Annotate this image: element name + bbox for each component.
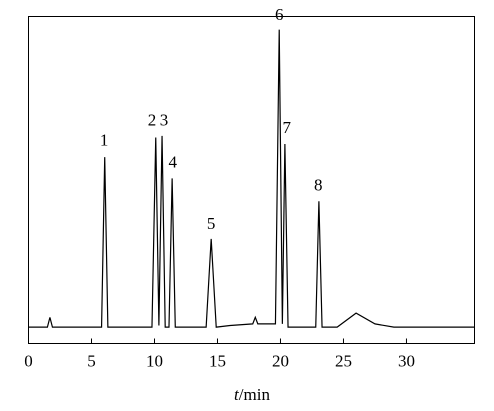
x-tick-label: 30 <box>398 352 415 371</box>
peak-label: 2 <box>148 111 157 130</box>
peak-label: 6 <box>275 5 284 24</box>
x-label-var: t <box>234 385 240 404</box>
peak-label: 4 <box>169 153 178 172</box>
x-axis-label: t/min <box>234 385 270 404</box>
x-tick-label: 5 <box>87 352 96 371</box>
chromatogram-trace <box>28 29 475 328</box>
x-tick-label: 0 <box>24 352 33 371</box>
peak-label: 3 <box>160 111 169 130</box>
peak-label: 8 <box>314 175 323 194</box>
x-label-unit: /min <box>239 385 271 404</box>
x-tick-label: 25 <box>335 352 352 371</box>
peak-label: 7 <box>283 118 292 137</box>
peak-label: 5 <box>207 214 216 233</box>
x-tick-label: 15 <box>209 352 226 371</box>
peak-label: 1 <box>100 131 109 150</box>
x-tick-label: 10 <box>146 352 163 371</box>
x-tick-label: 20 <box>272 352 289 371</box>
plot-frame <box>28 16 475 344</box>
